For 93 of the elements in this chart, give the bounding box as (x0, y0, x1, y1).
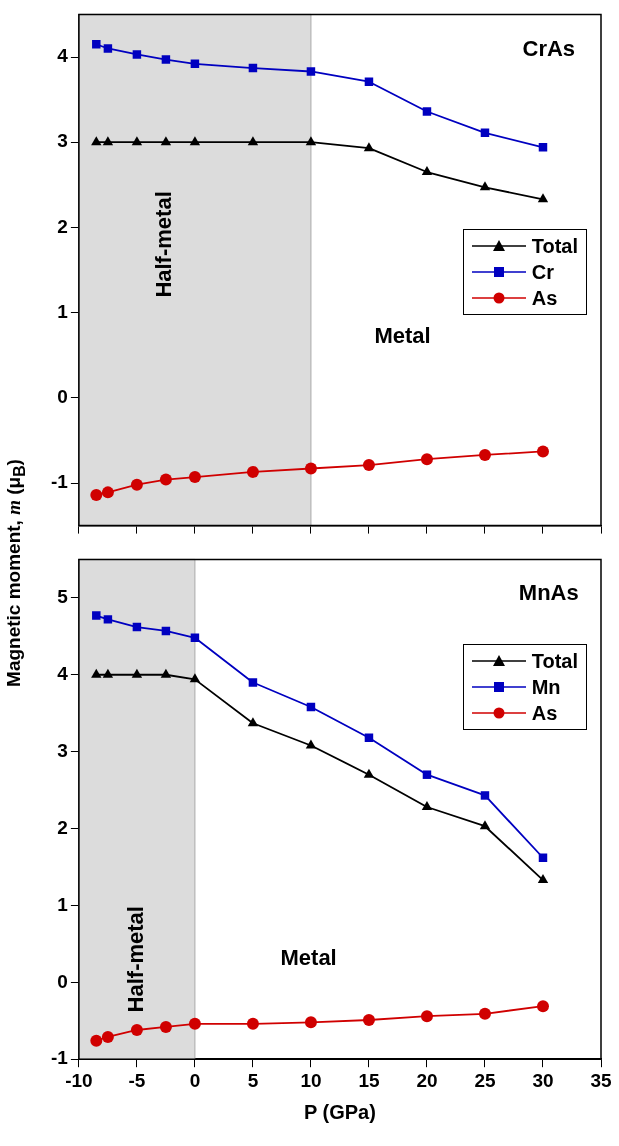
y-tick-label: 1 (57, 300, 69, 322)
point (92, 611, 101, 620)
point (92, 39, 101, 49)
point (91, 136, 102, 146)
point (247, 717, 259, 727)
y-tick-label: 4 (57, 662, 69, 684)
point (479, 181, 491, 191)
legend-label: Total (531, 234, 578, 258)
annotation: CrAs (522, 36, 576, 62)
point (160, 136, 172, 146)
point (248, 678, 258, 687)
point (304, 1016, 317, 1029)
point (537, 193, 549, 203)
y-tick-label: 2 (57, 215, 68, 237)
x-tick-label: 35 (590, 1069, 612, 1091)
y-tick-label: -1 (50, 471, 69, 493)
point (246, 465, 259, 478)
point (130, 478, 143, 491)
point (159, 1020, 172, 1033)
x-tick-label: 30 (532, 1069, 554, 1091)
point (478, 1007, 491, 1020)
point (161, 55, 171, 64)
point (538, 143, 548, 152)
point (91, 668, 102, 678)
point (420, 453, 433, 466)
legend-label: Cr (531, 260, 554, 284)
point (537, 874, 549, 884)
point (159, 473, 172, 486)
y-tick-label: 1 (57, 893, 69, 915)
point (305, 739, 317, 749)
y-tick-label: 0 (57, 970, 68, 992)
point (364, 77, 374, 86)
point (478, 448, 491, 461)
point (536, 1000, 549, 1013)
point (306, 67, 316, 76)
point (536, 445, 549, 458)
annotation: Metal (374, 322, 431, 348)
y-tick-label: 3 (57, 739, 68, 761)
x-axis-title: P (GPa) (304, 1101, 376, 1125)
point (246, 1017, 259, 1030)
x-tick-label: 25 (474, 1069, 496, 1091)
point (103, 615, 113, 624)
point (188, 1017, 201, 1030)
point (421, 800, 433, 810)
legend-label: As (531, 701, 558, 725)
point (132, 50, 142, 59)
point (479, 820, 491, 830)
point (101, 486, 114, 499)
annotation: MnAs (518, 580, 579, 606)
point (304, 462, 317, 475)
point (103, 44, 113, 53)
x-tick-label: -10 (65, 1069, 93, 1091)
point (362, 1013, 375, 1026)
point (160, 668, 172, 678)
band-label: Half-metal (122, 906, 148, 1013)
x-tick-label: -5 (128, 1069, 146, 1091)
y-tick-label: 4 (57, 45, 69, 67)
point (90, 1034, 103, 1047)
point (101, 1030, 114, 1043)
band-label: Half-metal (150, 191, 176, 298)
y-tick-label: -1 (50, 1047, 69, 1069)
point (363, 768, 375, 778)
annotation: Metal (280, 945, 337, 971)
point (189, 136, 201, 146)
point (189, 673, 201, 683)
point (363, 142, 375, 152)
x-tick-label: 10 (300, 1069, 322, 1091)
legend-label: Mn (531, 675, 561, 699)
point (131, 136, 143, 146)
point (131, 668, 143, 678)
legend-label: As (531, 286, 558, 310)
y-tick-label: 2 (57, 816, 68, 838)
x-tick-label: 5 (247, 1069, 259, 1091)
point (102, 668, 114, 678)
point (421, 166, 433, 176)
point (90, 488, 103, 501)
x-tick-label: 20 (416, 1069, 438, 1091)
legend-label: Total (531, 649, 578, 673)
point (305, 136, 317, 146)
point (247, 136, 259, 146)
point (188, 471, 201, 484)
y-tick-label: 5 (57, 586, 69, 608)
y-tick-label: 0 (57, 386, 68, 408)
point (422, 770, 432, 779)
point (422, 107, 432, 116)
y-tick-label: 3 (57, 130, 68, 152)
x-tick-label: 15 (358, 1069, 380, 1091)
point (130, 1023, 143, 1036)
point (480, 791, 490, 800)
x-tick-label: 0 (189, 1069, 201, 1091)
point (102, 136, 114, 146)
point (362, 459, 375, 472)
point (420, 1010, 433, 1023)
